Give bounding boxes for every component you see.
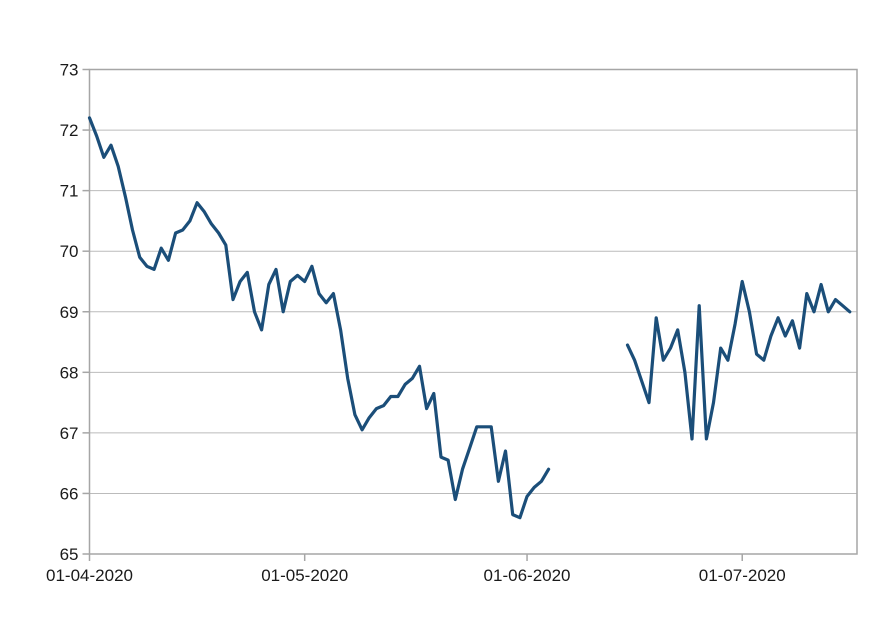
x-tick-label: 01-05-2020	[261, 566, 348, 585]
y-tick-label: 68	[60, 363, 79, 382]
y-tick-label: 69	[60, 303, 79, 322]
x-tick-label: 01-06-2020	[484, 566, 571, 585]
x-tick-label: 01-07-2020	[699, 566, 786, 585]
y-tick-label: 71	[60, 182, 79, 201]
y-tick-label: 66	[60, 484, 79, 503]
price-line-segment	[87, 116, 551, 520]
y-tick-label: 70	[60, 242, 79, 261]
price-line-segment	[625, 279, 852, 441]
x-tick-label: 01-04-2020	[46, 566, 133, 585]
y-tick-label: 73	[60, 61, 79, 80]
y-tick-label: 67	[60, 424, 79, 443]
y-tick-label: 72	[60, 121, 79, 140]
y-tick-label: 65	[60, 545, 79, 564]
